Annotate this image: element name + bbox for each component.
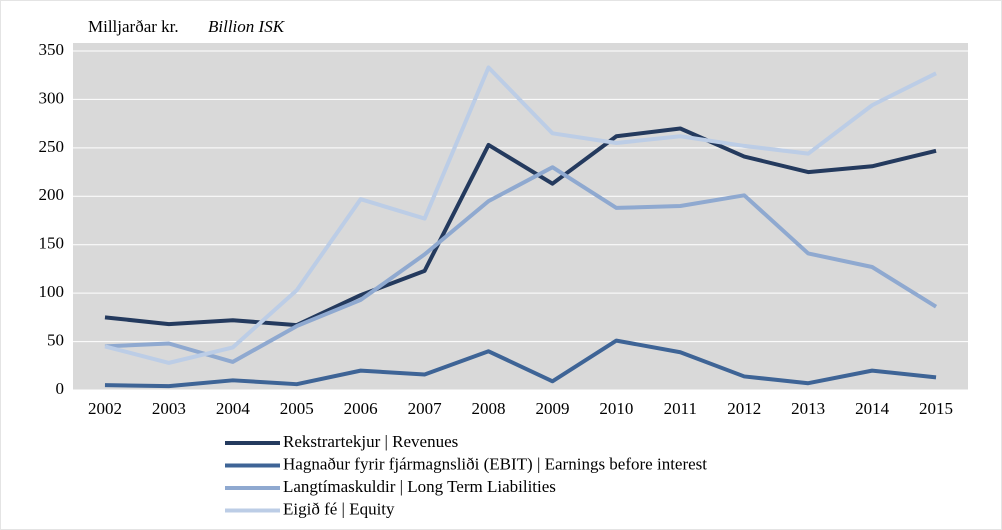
- x-tick-label: 2013: [791, 399, 825, 418]
- x-tick-label: 2012: [727, 399, 761, 418]
- y-tick-label: 0: [56, 379, 65, 398]
- series-line: [104, 338, 937, 389]
- y-tick-label: 100: [39, 282, 65, 301]
- x-tick-label: 2007: [408, 399, 443, 418]
- x-tick-label: 2011: [664, 399, 697, 418]
- plot-area: [73, 43, 968, 390]
- x-tick-label: 2008: [472, 399, 506, 418]
- y-tick-label: 350: [39, 40, 65, 59]
- x-tick-label: 2010: [599, 399, 633, 418]
- x-tick-label: 2009: [535, 399, 569, 418]
- x-tick-label: 2002: [88, 399, 122, 418]
- legend-label: Eigið fé | Equity: [283, 499, 395, 518]
- y-tick-label: 250: [39, 137, 65, 156]
- legend-label: Hagnaður fyrir fjármagnsliði (EBIT) | Ea…: [283, 454, 707, 473]
- y-tick-label: 300: [39, 88, 65, 107]
- chart-title: Milljarðar kr.: [88, 17, 179, 36]
- x-tick-label: 2003: [152, 399, 186, 418]
- x-tick-label: 2006: [344, 399, 378, 418]
- series-line: [104, 165, 938, 364]
- x-tick-label: 2005: [280, 399, 314, 418]
- series-line: [104, 65, 937, 365]
- x-tick-label: 2014: [855, 399, 890, 418]
- series-line: [104, 126, 937, 328]
- y-tick-label: 200: [39, 185, 65, 204]
- legend-label: Rekstrartekjur | Revenues: [283, 432, 458, 451]
- chart-subtitle: Billion ISK: [208, 17, 286, 36]
- legend-label: Langtímaskuldir | Long Term Liabilities: [283, 477, 556, 496]
- x-tick-label: 2015: [919, 399, 953, 418]
- y-tick-label: 50: [47, 330, 64, 349]
- x-tick-label: 2004: [216, 399, 251, 418]
- y-tick-label: 150: [39, 234, 65, 253]
